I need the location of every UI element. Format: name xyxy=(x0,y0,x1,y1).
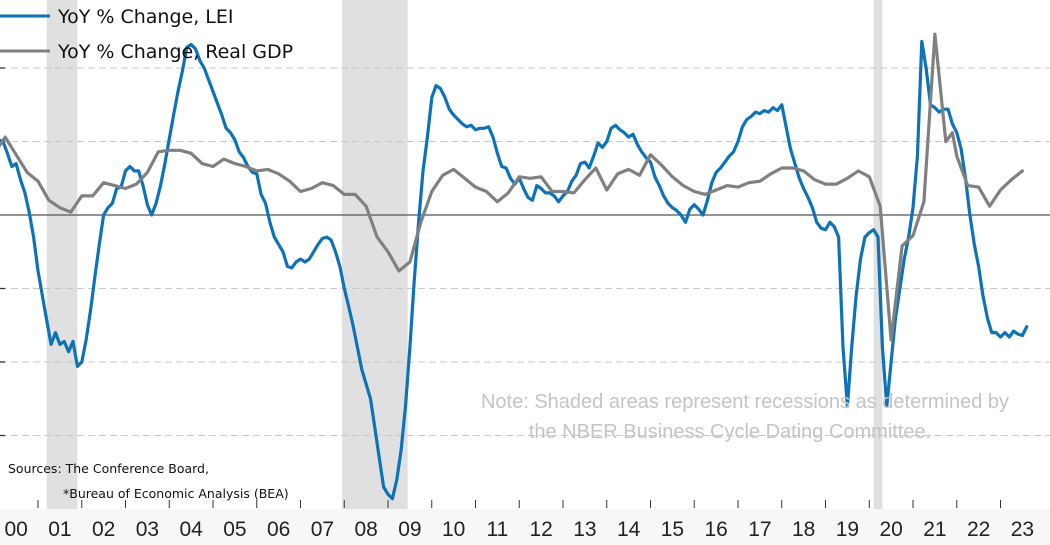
x-axis-tick-labels: 00 01 02 03 04 05 06 07 08 09 10 11 12 13 14 15 16 17 18 19… xyxy=(4,518,1034,541)
note-line-1: Note: Shaded areas represent recessions … xyxy=(481,391,1009,413)
gridline-layer xyxy=(0,67,1050,437)
x-tick-label: 18 xyxy=(792,518,815,541)
series-line-lei xyxy=(0,39,1029,501)
series-line-gdp xyxy=(0,32,1024,342)
x-tick-label: 10 xyxy=(442,518,465,541)
x-tick-label: 00 xyxy=(4,518,27,541)
series-layer xyxy=(0,32,1029,501)
x-tick-label: 13 xyxy=(573,518,596,541)
sources-note: Sources: The Conference Board, *Bureau o… xyxy=(8,461,289,501)
x-tick-label: 19 xyxy=(836,518,859,541)
x-axis-ticks xyxy=(37,500,1001,508)
x-tick-label: 09 xyxy=(398,518,421,541)
x-tick-label: 11 xyxy=(486,518,508,541)
x-tick-label: 03 xyxy=(136,518,159,541)
recession-note: Note: Shaded areas represent recessions … xyxy=(481,391,1009,443)
legend-label-lei: YoY % Change, LEI xyxy=(57,6,233,28)
x-tick-label: 12 xyxy=(529,518,552,541)
x-tick-label: 22 xyxy=(967,518,990,541)
x-tick-label: 04 xyxy=(179,518,203,541)
x-tick-label: 02 xyxy=(92,518,115,541)
sources-line-2: *Bureau of Economic Analysis (BEA) xyxy=(63,486,289,501)
x-axis-band xyxy=(0,509,1050,545)
x-tick-label: 20 xyxy=(879,518,902,541)
x-tick-label: 06 xyxy=(267,518,290,541)
x-tick-label: 21 xyxy=(923,518,946,541)
legend: YoY % Change, LEI YoY % Change, Real GDP xyxy=(0,6,293,63)
x-tick-label: 14 xyxy=(617,518,641,541)
note-line-2: the NBER Business Cycle Dating Committee… xyxy=(529,421,931,443)
sources-line-1: Sources: The Conference Board, xyxy=(8,461,209,476)
recession-band xyxy=(46,0,78,509)
x-tick-label: 23 xyxy=(1011,518,1034,541)
x-tick-label: 01 xyxy=(48,518,71,541)
x-tick-label: 17 xyxy=(748,518,771,541)
x-tick-label: 16 xyxy=(704,518,727,541)
x-tick-label: 07 xyxy=(311,518,334,541)
legend-label-gdp: YoY % Change, Real GDP xyxy=(57,41,293,63)
x-tick-label: 08 xyxy=(354,518,377,541)
x-tick-label: 15 xyxy=(661,518,684,541)
x-tick-label: 05 xyxy=(223,518,246,541)
